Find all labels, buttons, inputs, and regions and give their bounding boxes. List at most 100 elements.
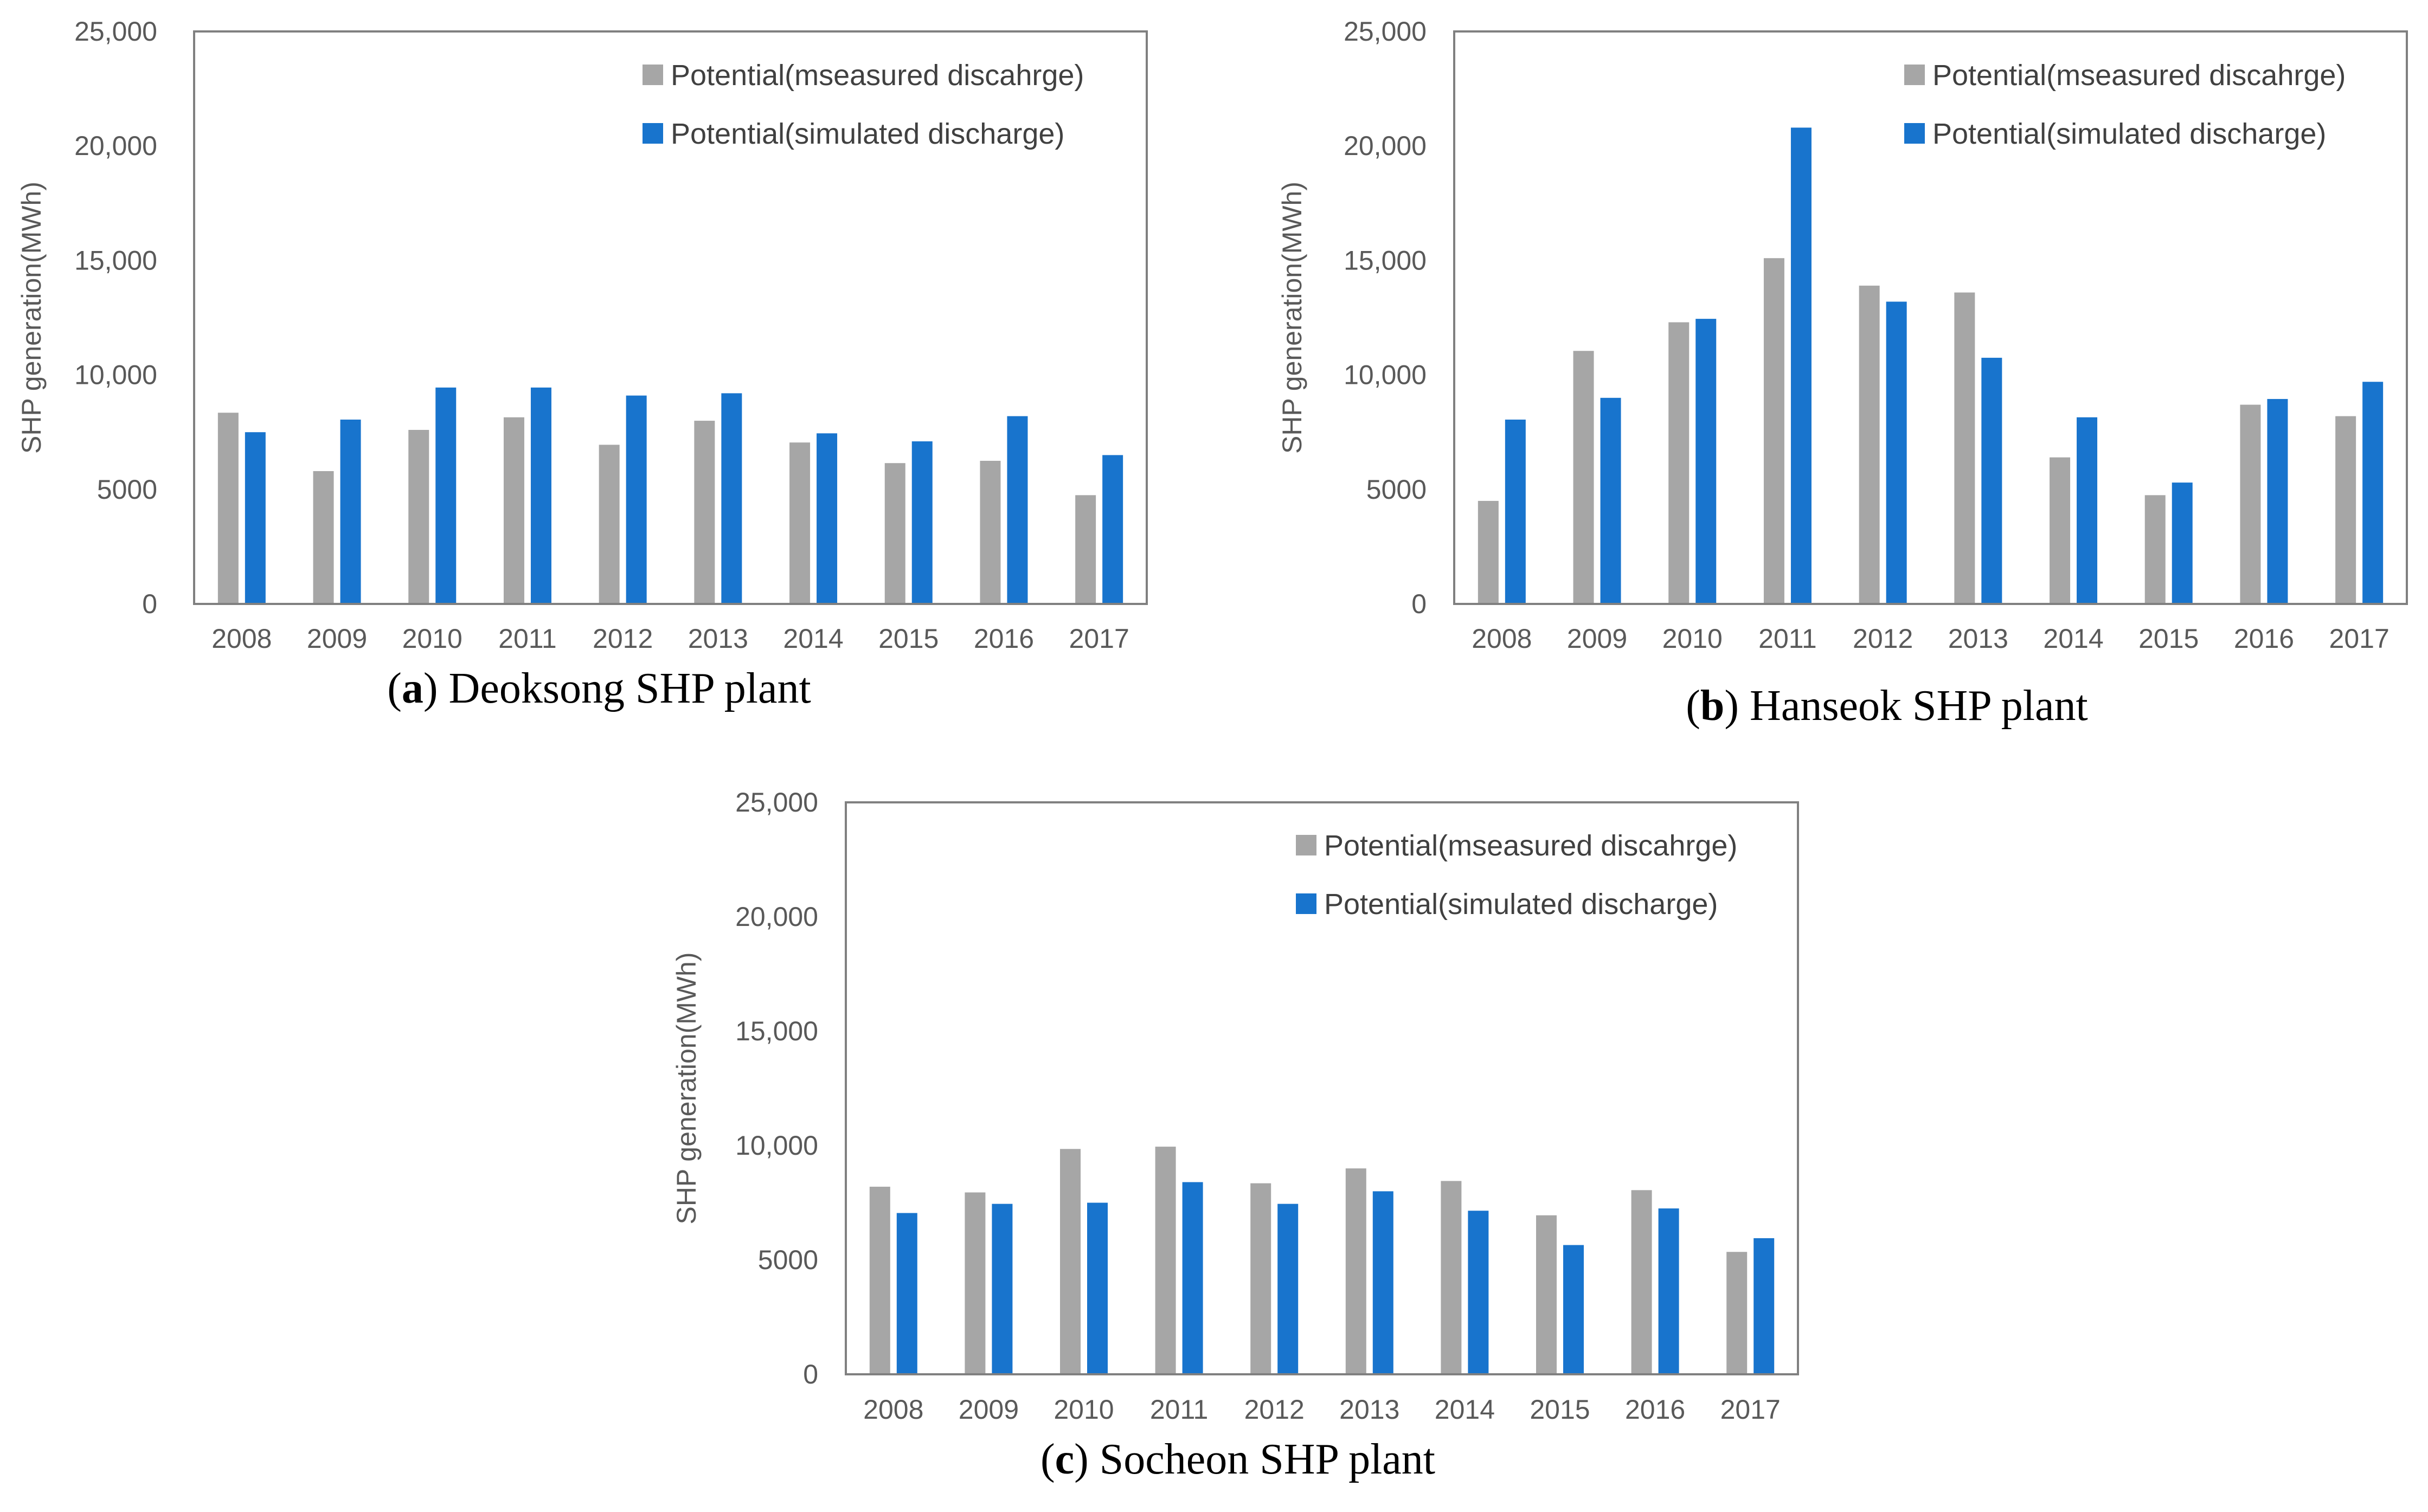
x-tick-label: 2010 [1054, 1394, 1114, 1425]
bar-measured-2017 [1075, 495, 1096, 603]
legend-label: Potential(simulated discharge) [671, 118, 1064, 150]
y-tick-label: 5000 [758, 1245, 818, 1275]
bar-measured-2008 [1478, 500, 1499, 603]
y-tick-label: 0 [1411, 589, 1427, 619]
y-axis-label: SHP generation(MWh) [671, 952, 702, 1224]
caption-letter: c [1055, 1436, 1075, 1483]
legend: Potential(mseasured discahrge) Potential(… [1296, 829, 1737, 921]
bar-measured-2012 [599, 445, 620, 603]
bar-measured-2010 [1060, 1149, 1081, 1373]
caption-open-paren: ( [1040, 1436, 1055, 1483]
x-tick-label: 2017 [1720, 1394, 1781, 1425]
x-tick-label: 2017 [1069, 623, 1129, 654]
bar-simulated-2014 [2077, 417, 2098, 603]
y-tick-label: 5000 [1366, 474, 1427, 505]
chart-panel-c: 0 5000 10,000 15,000 20,000 25,000 SHP generat… [671, 787, 1799, 1483]
bar-simulated-2011 [1790, 127, 1812, 603]
x-tick-label: 2008 [863, 1394, 923, 1425]
x-tick-label: 2011 [1150, 1394, 1209, 1425]
x-tick-label: 2011 [1758, 623, 1817, 654]
bar-measured-2009 [313, 471, 334, 603]
bar-simulated-2008 [245, 432, 266, 603]
bar-measured-2016 [2240, 404, 2261, 603]
legend-label: Potential(mseasured discahrge) [1324, 829, 1737, 862]
panel-caption: (b) Hanseok SHP plant [1686, 682, 2087, 730]
y-tick-label: 0 [142, 589, 157, 619]
x-tick-label: 2009 [1567, 623, 1627, 654]
bar-measured-2011 [1763, 258, 1784, 603]
chart-panel-a: 0 5000 10,000 15,000 20,000 25,000 SHP generat… [16, 16, 1148, 712]
bar-simulated-2010 [1695, 319, 1717, 603]
y-tick-label: 25,000 [74, 16, 157, 47]
bar-simulated-2013 [1372, 1191, 1393, 1373]
bar-simulated-2017 [1753, 1238, 1775, 1373]
bar-measured-2008 [217, 413, 239, 603]
bar-simulated-2015 [1563, 1245, 1584, 1373]
bar-simulated-2014 [1468, 1211, 1489, 1373]
bar-simulated-2008 [1505, 419, 1526, 603]
x-tick-label: 2015 [878, 623, 939, 654]
bar-measured-2013 [1345, 1168, 1366, 1373]
x-tick-label: 2009 [959, 1394, 1019, 1425]
y-tick-label: 20,000 [735, 902, 818, 932]
x-tick-label: 2014 [1435, 1394, 1495, 1425]
y-tick-label: 15,000 [735, 1016, 818, 1046]
bar-simulated-2010 [435, 387, 457, 603]
caption-title: ) Hanseok SHP plant [1724, 682, 2087, 730]
legend-swatch-simulated [1904, 123, 1925, 144]
plot-area-border [845, 801, 1799, 1375]
bar-simulated-2011 [530, 387, 551, 603]
y-axis-label: SHP generation(MWh) [1277, 182, 1307, 454]
x-tick-label: 2013 [1948, 623, 2008, 654]
legend-swatch-measured [643, 65, 663, 85]
y-tick-label: 25,000 [1344, 16, 1427, 47]
bar-measured-2014 [789, 442, 811, 603]
x-tick-label: 2016 [974, 623, 1034, 654]
x-tick-label: 2016 [2234, 623, 2294, 654]
x-tick-label: 2013 [1339, 1394, 1399, 1425]
legend: Potential(mseasured discahrge) Potential(… [1904, 59, 2346, 150]
bar-simulated-2009 [992, 1204, 1013, 1373]
x-tick-label: 2017 [2329, 623, 2390, 654]
x-tick-label: 2014 [783, 623, 843, 654]
bar-simulated-2011 [1182, 1182, 1203, 1373]
bar-measured-2015 [884, 463, 905, 603]
bar-simulated-2014 [817, 433, 838, 603]
plot-area-border [1453, 30, 2408, 605]
legend-label: Potential(mseasured discahrge) [671, 59, 1084, 92]
bar-simulated-2009 [1600, 397, 1621, 603]
bar-measured-2016 [980, 461, 1001, 603]
bar-measured-2015 [1536, 1215, 1557, 1373]
bar-simulated-2013 [721, 393, 742, 603]
bar-simulated-2016 [1007, 416, 1028, 603]
caption-open-paren: ( [1686, 682, 1700, 730]
x-tick-label: 2009 [307, 623, 367, 654]
bar-measured-2011 [1155, 1147, 1176, 1373]
bar-simulated-2009 [340, 419, 361, 603]
legend-swatch-simulated [643, 123, 663, 144]
x-tick-label: 2011 [498, 623, 557, 654]
caption-letter: a [402, 665, 423, 712]
bar-measured-2011 [503, 417, 524, 603]
y-tick-label: 15,000 [1344, 245, 1427, 275]
y-tick-label: 10,000 [735, 1130, 818, 1161]
y-tick-label: 5000 [97, 474, 157, 505]
x-tick-label: 2016 [1625, 1394, 1685, 1425]
bar-measured-2012 [1250, 1183, 1271, 1373]
x-tick-label: 2010 [402, 623, 463, 654]
bar-measured-2014 [2050, 457, 2071, 603]
chart-panel-b: 0 5000 10,000 15,000 20,000 25,000 SHP generat… [1277, 16, 2408, 730]
bar-simulated-2010 [1087, 1202, 1108, 1373]
x-tick-label: 2012 [593, 623, 653, 654]
bar-measured-2013 [694, 421, 715, 603]
legend-swatch-simulated [1296, 893, 1316, 914]
bar-simulated-2012 [626, 395, 647, 603]
y-tick-label: 0 [803, 1359, 818, 1389]
bar-simulated-2013 [1981, 357, 2002, 603]
y-tick-label: 20,000 [74, 131, 157, 161]
bar-measured-2013 [1954, 292, 1975, 603]
bar-simulated-2012 [1277, 1204, 1299, 1373]
bar-measured-2012 [1859, 285, 1880, 603]
bar-simulated-2017 [1102, 455, 1123, 603]
legend-swatch-measured [1904, 65, 1925, 85]
